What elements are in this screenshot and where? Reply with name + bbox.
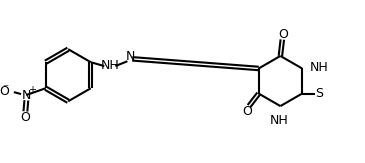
Text: O: O <box>242 105 252 118</box>
Text: NH: NH <box>310 61 328 74</box>
Text: S: S <box>315 87 323 100</box>
Text: O: O <box>0 85 9 98</box>
Text: NH: NH <box>101 59 120 72</box>
Text: N: N <box>22 89 31 102</box>
Text: O: O <box>20 111 30 124</box>
Text: N: N <box>126 50 135 63</box>
Text: NH: NH <box>270 114 289 127</box>
Text: ⁻: ⁻ <box>2 83 8 96</box>
Text: +: + <box>28 85 36 95</box>
Text: O: O <box>278 28 288 41</box>
